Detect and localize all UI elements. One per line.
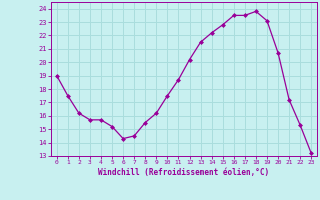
X-axis label: Windchill (Refroidissement éolien,°C): Windchill (Refroidissement éolien,°C): [99, 168, 269, 177]
